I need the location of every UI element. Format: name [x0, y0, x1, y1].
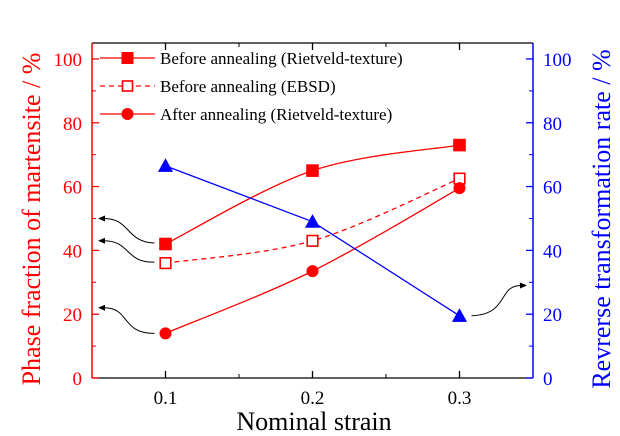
- y-left-tick-label: 100: [54, 50, 83, 71]
- y-right-tick-label: 60: [543, 178, 562, 199]
- series-line-1: [165, 144, 460, 245]
- legend-marker-3: [121, 108, 134, 120]
- axis-indicator-arrows: [98, 215, 527, 334]
- y-left-tick-label: 80: [63, 114, 82, 135]
- axes: 0.1 0.2 0.3 0 0 20 20 40 40 60 60 80 80 100 100: [54, 42, 572, 409]
- y-left-tick-label: 0: [73, 369, 83, 390]
- x-tick-label: 0.3: [448, 388, 472, 409]
- series-line-3: [165, 187, 460, 334]
- legend-label-3: After annealing (Rietveld-texture): [160, 105, 392, 124]
- y-left-tick-label: 60: [63, 178, 82, 199]
- data-point-s4-2: [304, 214, 321, 228]
- y-right-tick-label: 80: [543, 114, 562, 135]
- arrow-series-1: [103, 217, 155, 244]
- legend-label-1: Before annealing (Rietveld-texture): [160, 49, 403, 68]
- arrow-series-1-head: [98, 215, 105, 222]
- y-axis-right-title: Revrerse transformation rate / %: [587, 49, 616, 388]
- data-point-s2-1: [159, 257, 172, 270]
- y-right-tick-label: 20: [543, 305, 562, 326]
- y-right-tick-label: 40: [543, 241, 562, 262]
- data-point-s3-3: [453, 182, 466, 195]
- x-tick-label: 0.2: [301, 388, 325, 409]
- arrow-series-3: [103, 307, 155, 334]
- legend-label-2: Before annealing (EBSD): [160, 77, 336, 96]
- legend: Before annealing (Rietveld-texture) Befor…: [100, 49, 403, 124]
- legend-marker-1: [121, 52, 134, 64]
- data-point-s3-2: [306, 265, 319, 278]
- data-point-s1-3: [453, 138, 466, 152]
- x-tick-label: 0.1: [154, 388, 178, 409]
- plot-area: [157, 138, 468, 340]
- arrow-series-4: [471, 284, 522, 317]
- data-point-s3-1: [159, 327, 172, 340]
- arrow-series-2: [103, 240, 155, 263]
- arrow-series-3-head: [98, 304, 105, 311]
- y-right-tick-label: 100: [543, 50, 572, 71]
- y-axis-left-title: Phase fraction of martensite / %: [17, 53, 46, 386]
- arrow-series-4-head: [520, 282, 527, 289]
- y-left-tick-label: 20: [63, 305, 82, 326]
- data-point-s4-1: [157, 158, 174, 172]
- x-axis-title: Nominal strain: [236, 407, 391, 436]
- legend-marker-2: [121, 80, 134, 92]
- arrow-series-2-head: [98, 237, 105, 244]
- y-left-tick-label: 40: [63, 241, 82, 262]
- data-point-s1-1: [159, 237, 172, 251]
- data-point-s4-3: [451, 308, 468, 322]
- data-point-s2-2: [306, 234, 319, 247]
- data-point-s1-2: [306, 164, 319, 177]
- y-right-tick-label: 0: [543, 369, 553, 390]
